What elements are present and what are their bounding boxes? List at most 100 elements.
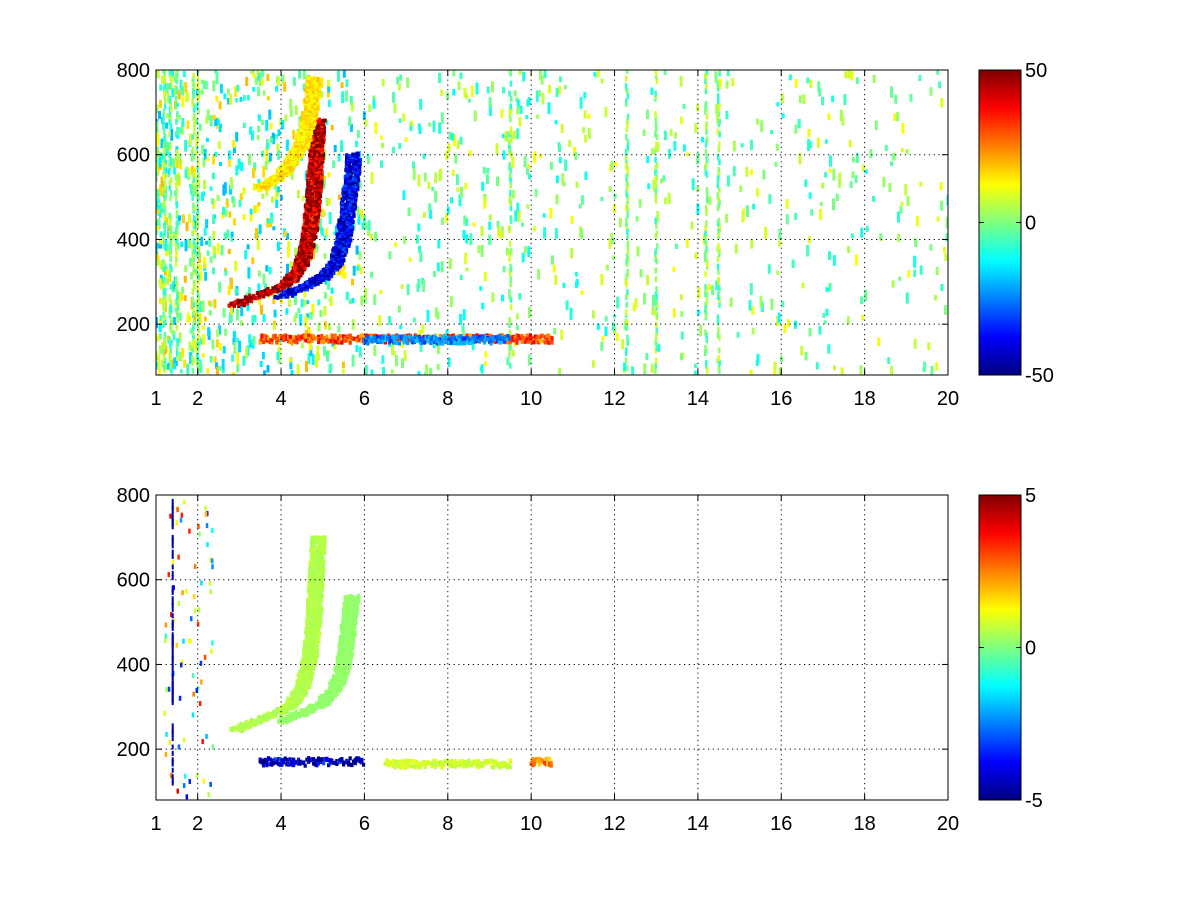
noise-cell: [484, 351, 488, 358]
streak-cell: [654, 248, 658, 255]
streak-cell: [509, 296, 513, 303]
streak-cell: [510, 95, 513, 102]
noise-cell: [760, 120, 764, 133]
noise-cell: [794, 124, 798, 134]
noise-cell: [927, 342, 931, 351]
streak-cell: [192, 88, 195, 95]
streak-cell: [169, 220, 172, 227]
noise-cell: [337, 194, 341, 200]
feature-cell: [312, 110, 316, 115]
noise-cell: [221, 211, 225, 219]
streak-cell: [162, 238, 166, 245]
noise-cell: [611, 236, 615, 244]
noise-cell: [225, 200, 229, 208]
feature-cell: [325, 338, 329, 343]
noise-cell: [223, 182, 227, 194]
noise-cell: [219, 123, 222, 129]
feature-cell: [347, 204, 351, 209]
noise-cell: [216, 329, 219, 337]
feature-cell: [338, 226, 342, 231]
noise-cell: [560, 329, 564, 340]
noise-cell: [674, 132, 678, 139]
noise-cell: [382, 367, 385, 375]
noise-cell: [669, 129, 673, 137]
feature-cell: [512, 338, 516, 343]
noise-cell: [547, 102, 551, 115]
noise-cell: [694, 123, 698, 133]
feature-cell: [550, 340, 554, 345]
feature-cell: [343, 339, 347, 343]
feature-cell: [234, 299, 238, 304]
noise-cell: [539, 154, 543, 159]
noise-cell: [156, 242, 158, 255]
streak-cell: [163, 220, 167, 227]
noise-cell: [913, 269, 917, 277]
noise-cell: [261, 193, 265, 199]
streak-cell: [168, 141, 172, 148]
streak-cell: [625, 70, 629, 74]
noise-cell: [214, 151, 218, 158]
noise-cell: [864, 169, 868, 174]
noise-cell: [206, 250, 210, 256]
streak-cell: [705, 360, 708, 367]
feature-cell: [384, 336, 388, 341]
noise-cell: [156, 104, 159, 114]
noise-cell: [650, 148, 654, 154]
noise-cell: [400, 284, 404, 289]
streak-cell: [626, 144, 630, 151]
noise-cell: [683, 144, 686, 152]
noise-cell: [251, 130, 254, 141]
noise-cell: [287, 246, 290, 258]
noise-cell: [613, 314, 617, 319]
noise-cell: [237, 158, 241, 170]
feature-cell: [326, 263, 330, 268]
noise-cell: [370, 172, 374, 184]
streak-cell: [654, 70, 658, 77]
feature-cell: [316, 137, 320, 141]
feature-cell: [397, 337, 401, 341]
feature-cell: [252, 293, 256, 298]
streak-cell: [716, 263, 720, 270]
noise-cell: [330, 125, 334, 131]
noise-cell: [242, 355, 246, 366]
noise-cell: [199, 264, 202, 271]
noise-cell: [634, 298, 638, 309]
feature-cell: [310, 176, 314, 180]
noise-cell: [664, 197, 667, 205]
noise-cell: [213, 299, 217, 309]
feature-cell: [255, 184, 259, 189]
noise-cell: [828, 251, 831, 260]
noise-cell: [562, 282, 566, 288]
feature-cell: [335, 340, 339, 345]
noise-cell: [164, 148, 168, 156]
feature-cell: [333, 339, 337, 344]
feature-cell: [306, 262, 310, 267]
streak-cell: [705, 113, 709, 120]
feature-cell: [452, 333, 456, 338]
streak-cell: [624, 154, 628, 161]
noise-cell: [249, 340, 253, 348]
feature-cell: [311, 217, 315, 222]
noise-cell: [824, 139, 828, 144]
feature-cell: [338, 233, 342, 238]
noise-cell: [781, 93, 785, 104]
noise-cell: [200, 89, 204, 95]
streak-cell: [163, 70, 167, 77]
feature-cell: [333, 255, 337, 260]
feature-cell: [283, 159, 287, 164]
noise-cell: [232, 337, 236, 345]
feature-cell: [350, 224, 354, 229]
noise-cell: [350, 102, 354, 112]
noise-cell: [691, 178, 695, 191]
noise-cell: [731, 78, 735, 87]
feature-cell: [269, 176, 273, 181]
noise-cell: [284, 114, 288, 122]
noise-cell: [322, 210, 326, 217]
noise-cell: [672, 266, 676, 273]
feature-cell: [307, 231, 311, 236]
noise-cell: [272, 323, 276, 330]
noise-cell: [425, 364, 429, 375]
noise-cell: [178, 332, 182, 344]
feature-cell: [307, 198, 311, 203]
noise-cell: [422, 153, 426, 160]
